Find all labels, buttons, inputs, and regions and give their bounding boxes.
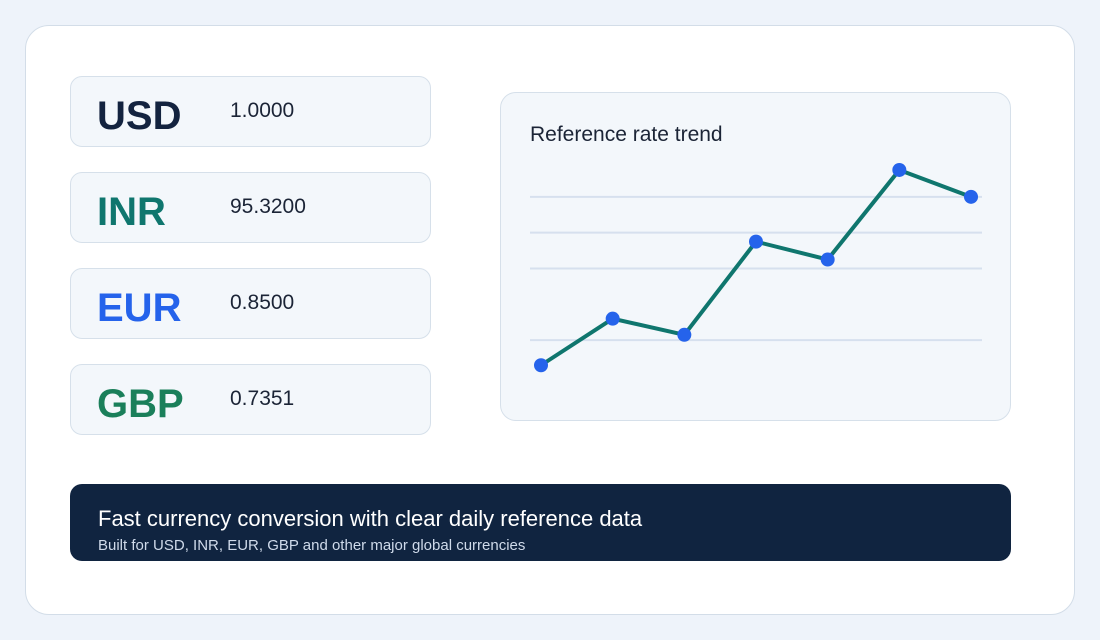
info-banner: Fast currency conversion with clear dail… (70, 484, 1011, 561)
chart-title: Reference rate trend (530, 123, 723, 146)
rate-value-usd: 1.0000 (230, 99, 295, 122)
currency-code-gbp: GBP (97, 382, 184, 426)
chart-point-0 (534, 358, 548, 373)
currency-code-inr: INR (97, 190, 166, 234)
banner-subtext: Built for USD, INR, EUR, GBP and other m… (98, 537, 526, 554)
rate-trend-chart: Reference rate trend (500, 92, 1011, 421)
chart-point-5 (892, 162, 907, 177)
currency-code-eur: EUR (97, 286, 182, 330)
rate-value-eur: 0.8500 (230, 291, 295, 314)
currency-code-usd: USD (97, 94, 182, 138)
chart-plot (530, 162, 982, 373)
chart-point-3 (749, 234, 763, 249)
rate-row-gbp[interactable]: GBP 0.7351 (70, 364, 431, 435)
chart-point-6 (964, 189, 978, 204)
chart-point-1 (605, 311, 620, 326)
banner-headline: Fast currency conversion with clear dail… (98, 506, 643, 531)
rate-row-inr[interactable]: INR 95.3200 (70, 172, 431, 243)
chart-point-2 (677, 327, 692, 342)
chart-point-4 (820, 252, 835, 267)
rate-row-eur[interactable]: EUR 0.8500 (70, 268, 431, 339)
rate-row-usd[interactable]: USD 1.0000 (70, 76, 431, 147)
rate-value-gbp: 0.7351 (230, 387, 295, 410)
rate-value-inr: 95.3200 (230, 195, 306, 218)
